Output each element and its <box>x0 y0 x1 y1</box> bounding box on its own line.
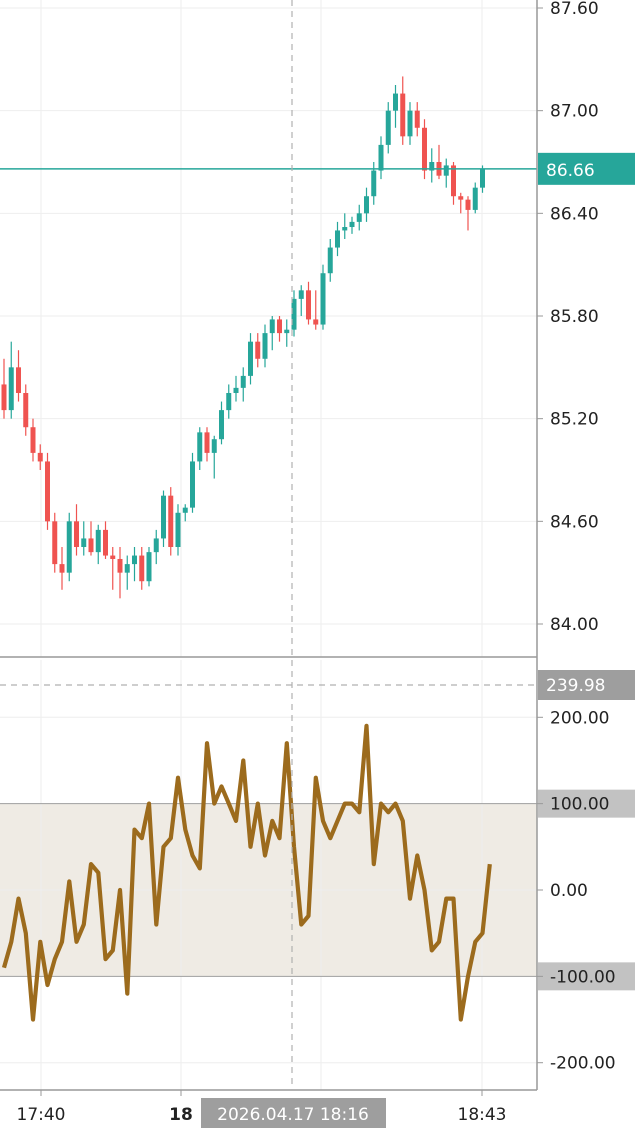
candle-body-up[interactable] <box>342 227 348 231</box>
candle-body-up[interactable] <box>335 230 340 248</box>
candle-body-up[interactable] <box>407 110 413 137</box>
candle-body-up[interactable] <box>240 375 246 388</box>
candle-body-up[interactable] <box>233 387 239 393</box>
candle-body-up[interactable] <box>182 507 188 513</box>
candle-body-up[interactable] <box>219 410 224 440</box>
candle-body-down[interactable] <box>52 521 58 565</box>
candle-body-up[interactable] <box>371 170 377 197</box>
candle-body-up[interactable] <box>226 393 232 411</box>
candle-body-down[interactable] <box>458 196 464 200</box>
candle-body-down[interactable] <box>37 452 43 462</box>
candle-body-down[interactable] <box>168 495 174 547</box>
candle-body-up[interactable] <box>81 538 87 547</box>
candle-body-up[interactable] <box>146 552 152 582</box>
candle-body-up[interactable] <box>443 165 449 176</box>
candle-body-down[interactable] <box>139 555 145 582</box>
candle-body-up[interactable] <box>320 273 326 325</box>
candlestick-series[interactable] <box>0 76 537 599</box>
candle-body-up[interactable] <box>298 290 304 299</box>
candle-body-up[interactable] <box>8 367 14 411</box>
candle-body-up[interactable] <box>393 93 398 111</box>
crosshair-value-label: 239.98 <box>546 676 605 696</box>
oscillator-line[interactable] <box>1 723 492 1022</box>
candle-body-down[interactable] <box>277 319 282 334</box>
candle-body-up[interactable] <box>124 564 130 573</box>
candle-body-up[interactable] <box>197 432 203 462</box>
last-price-tag <box>538 152 635 185</box>
candle-body-down[interactable] <box>74 521 79 547</box>
grid-lines <box>0 0 537 1090</box>
last-price-label: 86.66 <box>546 161 595 181</box>
candle-body-up[interactable] <box>472 187 478 210</box>
candle-body-down[interactable] <box>422 127 427 171</box>
candle-body-up[interactable] <box>284 329 290 334</box>
candle-body-up[interactable] <box>175 512 181 547</box>
oscillator-level-tag <box>538 789 635 818</box>
price-tick-label: 85.20 <box>550 410 599 430</box>
time-tick-label: 18 <box>169 1105 193 1125</box>
candle-body-down[interactable] <box>465 199 471 210</box>
price-tick-label: 85.80 <box>550 307 599 327</box>
candle-body-up[interactable] <box>132 555 137 565</box>
chart-frame <box>0 0 538 1091</box>
time-tick-label: 17:40 <box>17 1105 66 1125</box>
candle-body-up[interactable] <box>161 495 166 539</box>
candle-body-up[interactable] <box>356 213 362 222</box>
candle-body-up[interactable] <box>378 144 384 171</box>
candle-body-up[interactable] <box>66 521 72 573</box>
candle-body-down[interactable] <box>30 427 36 453</box>
candle-body-up[interactable] <box>95 529 101 553</box>
candle-body-down[interactable] <box>414 110 420 128</box>
crosshair-time-tag <box>201 1098 386 1128</box>
candle-body-up[interactable] <box>327 247 333 274</box>
candle-body-up[interactable] <box>153 538 159 553</box>
axis-labels: 87.60 87.00 86.40 85.80 85.20 84.60 84.00 200.0… <box>17 0 635 1128</box>
candle-body-down[interactable] <box>255 341 261 359</box>
candle-body-up[interactable] <box>211 439 217 453</box>
candle-body-up[interactable] <box>269 319 275 334</box>
candle-body-up[interactable] <box>364 196 369 214</box>
candle-body-up[interactable] <box>190 461 195 508</box>
candle-body-up[interactable] <box>262 333 268 359</box>
candle-body-down[interactable] <box>23 393 29 428</box>
candle-body-down[interactable] <box>45 461 50 522</box>
price-tick-label: 84.00 <box>550 615 599 635</box>
oscillator-tick-label: -100.00 <box>550 967 616 987</box>
time-tick-label: 18:43 <box>458 1105 507 1125</box>
candle-body-down[interactable] <box>306 290 311 320</box>
candle-body-up[interactable] <box>429 162 435 171</box>
candle-body-down[interactable] <box>204 432 210 453</box>
price-tick-label: 86.40 <box>550 204 599 224</box>
oscillator-series[interactable] <box>1 723 492 1022</box>
candle-body-up[interactable] <box>291 298 297 330</box>
candle-body-down[interactable] <box>16 367 21 393</box>
oscillator-tick-label: 200.00 <box>550 708 609 728</box>
candle-body-down[interactable] <box>313 319 319 325</box>
oscillator-level-tag <box>538 962 635 991</box>
crosshair-value-tag <box>538 670 635 700</box>
candle-body-up[interactable] <box>248 341 253 376</box>
candle-body-down[interactable] <box>88 538 94 553</box>
candle-body-down[interactable] <box>110 555 116 559</box>
candle-body-up[interactable] <box>349 221 355 228</box>
candle-body-down[interactable] <box>59 564 65 573</box>
price-tick-label: 84.60 <box>550 512 599 532</box>
candle-body-down[interactable] <box>1 384 7 411</box>
price-tick-label: 87.60 <box>550 0 599 19</box>
crosshair-time-label: 2026.04.17 18:16 <box>217 1105 369 1125</box>
oscillator-tick-label: 100.00 <box>550 795 609 815</box>
price-tick-label: 87.00 <box>550 102 599 122</box>
oscillator-tick-label: 0.00 <box>550 881 588 901</box>
candle-body-down[interactable] <box>117 558 123 573</box>
candle-body-down[interactable] <box>451 165 456 197</box>
candle-body-down[interactable] <box>400 93 406 137</box>
candle-body-up[interactable] <box>480 168 485 188</box>
candle-body-up[interactable] <box>385 110 391 145</box>
candle-body-down[interactable] <box>103 529 108 556</box>
oscillator-tick-label: -200.00 <box>550 1054 616 1074</box>
